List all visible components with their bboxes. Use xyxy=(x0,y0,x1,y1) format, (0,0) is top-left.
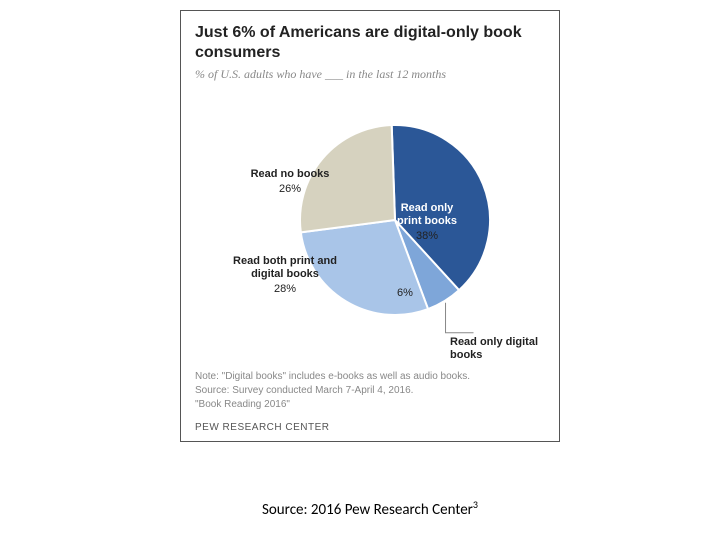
callout-line xyxy=(446,303,474,333)
chart-notes: Note: "Digital books" includes e-books a… xyxy=(195,370,545,412)
slice-name: Read both print and digital books xyxy=(230,255,340,281)
chart-subtitle: % of U.S. adults who have ___ in the las… xyxy=(195,67,545,82)
note-line: Note: "Digital books" includes e-books a… xyxy=(195,370,545,384)
slice-label-none: Read no books 26% xyxy=(250,168,330,196)
slice-name: Read only print books xyxy=(387,202,467,228)
note-line: Source: Survey conducted March 7-April 4… xyxy=(195,384,545,398)
source-text: Source: 2016 Pew Research Center xyxy=(262,501,473,519)
chart-card: Just 6% of Americans are digital-only bo… xyxy=(180,10,560,442)
slice-pct: 26% xyxy=(250,183,330,196)
slice-label-digital_only: 6% xyxy=(385,285,425,300)
pie-svg xyxy=(195,90,545,360)
pie-chart: Read only print books 38% 6% Read only digi… xyxy=(195,90,545,360)
slice-pct: 28% xyxy=(230,283,340,296)
chart-title: Just 6% of Americans are digital-only bo… xyxy=(195,23,545,63)
slice-label-both: Read both print and digital books 28% xyxy=(230,255,340,297)
source-superscript: 3 xyxy=(473,498,478,511)
slice-pct: 38% xyxy=(387,230,467,243)
callout-label-digital_only: Read only digital books xyxy=(450,336,540,362)
slice-name: Read no books xyxy=(250,168,330,181)
slice-name: Read only digital books xyxy=(450,336,540,362)
org-label: PEW RESEARCH CENTER xyxy=(195,422,545,433)
slice-label-print_only: Read only print books 38% xyxy=(387,202,467,244)
slice-pct: 6% xyxy=(385,287,425,300)
note-line: "Book Reading 2016" xyxy=(195,398,545,412)
source-caption: Source: 2016 Pew Research Center3 xyxy=(180,498,560,519)
